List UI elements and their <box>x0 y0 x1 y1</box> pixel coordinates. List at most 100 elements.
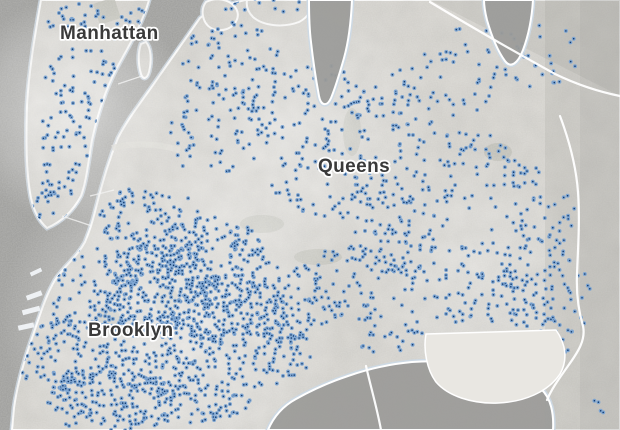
data-dot <box>159 316 162 319</box>
data-dot <box>562 196 565 199</box>
data-dot <box>97 13 100 16</box>
data-dot <box>237 107 240 110</box>
data-dot <box>218 47 221 50</box>
data-dot <box>509 271 512 274</box>
data-dot <box>398 216 401 219</box>
data-dot <box>151 252 154 255</box>
data-dot <box>191 282 194 285</box>
data-dot <box>519 246 522 249</box>
data-dot <box>59 111 62 114</box>
data-dot <box>221 236 224 239</box>
data-dot <box>208 405 211 408</box>
data-dot <box>77 337 80 340</box>
data-dot <box>511 278 514 281</box>
data-dot <box>328 149 331 152</box>
data-dot <box>547 317 550 320</box>
data-dot <box>169 403 172 406</box>
data-dot <box>514 270 517 273</box>
data-dot <box>421 236 424 239</box>
data-dot <box>243 344 246 347</box>
data-dot <box>379 191 382 194</box>
data-dot <box>104 255 107 258</box>
data-dot <box>164 401 167 404</box>
data-dot <box>362 250 365 253</box>
data-dot <box>558 269 561 272</box>
data-dot <box>399 69 402 72</box>
data-dot <box>244 355 247 358</box>
data-dot <box>534 283 537 286</box>
data-dot <box>263 315 266 318</box>
data-dot <box>403 80 406 83</box>
data-dot <box>120 16 123 19</box>
data-dot <box>510 319 513 322</box>
data-dot <box>109 301 112 304</box>
data-dot <box>247 108 250 111</box>
data-dot <box>267 342 270 345</box>
data-dot <box>133 237 136 240</box>
data-dot <box>436 296 439 299</box>
data-dot <box>124 349 127 352</box>
data-dot <box>210 276 213 279</box>
data-dot <box>274 348 277 351</box>
data-dot <box>393 265 396 268</box>
data-dot <box>307 167 310 170</box>
data-dot <box>277 291 280 294</box>
data-dot <box>423 270 426 273</box>
data-dot <box>260 131 263 134</box>
data-dot <box>393 103 396 106</box>
data-dot <box>473 250 476 253</box>
data-dot <box>213 284 216 287</box>
data-dot <box>282 164 285 167</box>
data-dot <box>178 393 181 396</box>
data-dot <box>422 212 425 215</box>
data-dot <box>217 290 220 293</box>
data-dot <box>178 294 181 297</box>
data-dot <box>313 296 316 299</box>
data-dot <box>57 195 60 198</box>
data-dot <box>285 315 288 318</box>
data-dot <box>212 340 215 343</box>
data-dot <box>70 320 73 323</box>
data-dot <box>195 341 198 344</box>
data-dot <box>290 307 293 310</box>
data-dot <box>125 261 128 264</box>
data-dot <box>552 298 555 301</box>
data-dot <box>398 241 401 244</box>
data-dot <box>203 229 206 232</box>
data-dot <box>505 284 508 287</box>
data-dot <box>204 394 207 397</box>
data-dot <box>401 96 404 99</box>
data-dot <box>203 291 206 294</box>
data-dot <box>109 376 112 379</box>
data-dot <box>95 373 98 376</box>
data-dot <box>153 245 156 248</box>
data-dot <box>122 359 125 362</box>
data-dot <box>194 399 197 402</box>
data-dot <box>171 286 174 289</box>
data-dot <box>204 350 207 353</box>
data-dot <box>249 318 252 321</box>
data-dot <box>561 274 564 277</box>
data-dot <box>274 299 277 302</box>
data-dot <box>216 83 219 86</box>
data-dot <box>129 307 132 310</box>
data-dot <box>227 383 230 386</box>
data-dot <box>523 172 526 175</box>
data-dot <box>154 360 157 363</box>
data-dot <box>84 405 87 408</box>
data-dot <box>254 291 257 294</box>
data-dot <box>514 77 517 80</box>
data-dot <box>169 269 172 272</box>
data-dot <box>486 249 489 252</box>
data-dot <box>165 233 168 236</box>
data-dot <box>487 51 490 54</box>
data-dot <box>240 289 243 292</box>
data-dot <box>68 145 71 148</box>
data-dot <box>522 289 525 292</box>
data-dot <box>161 265 164 268</box>
data-dot <box>461 294 464 297</box>
data-dot <box>155 354 158 357</box>
data-dot <box>154 296 157 299</box>
